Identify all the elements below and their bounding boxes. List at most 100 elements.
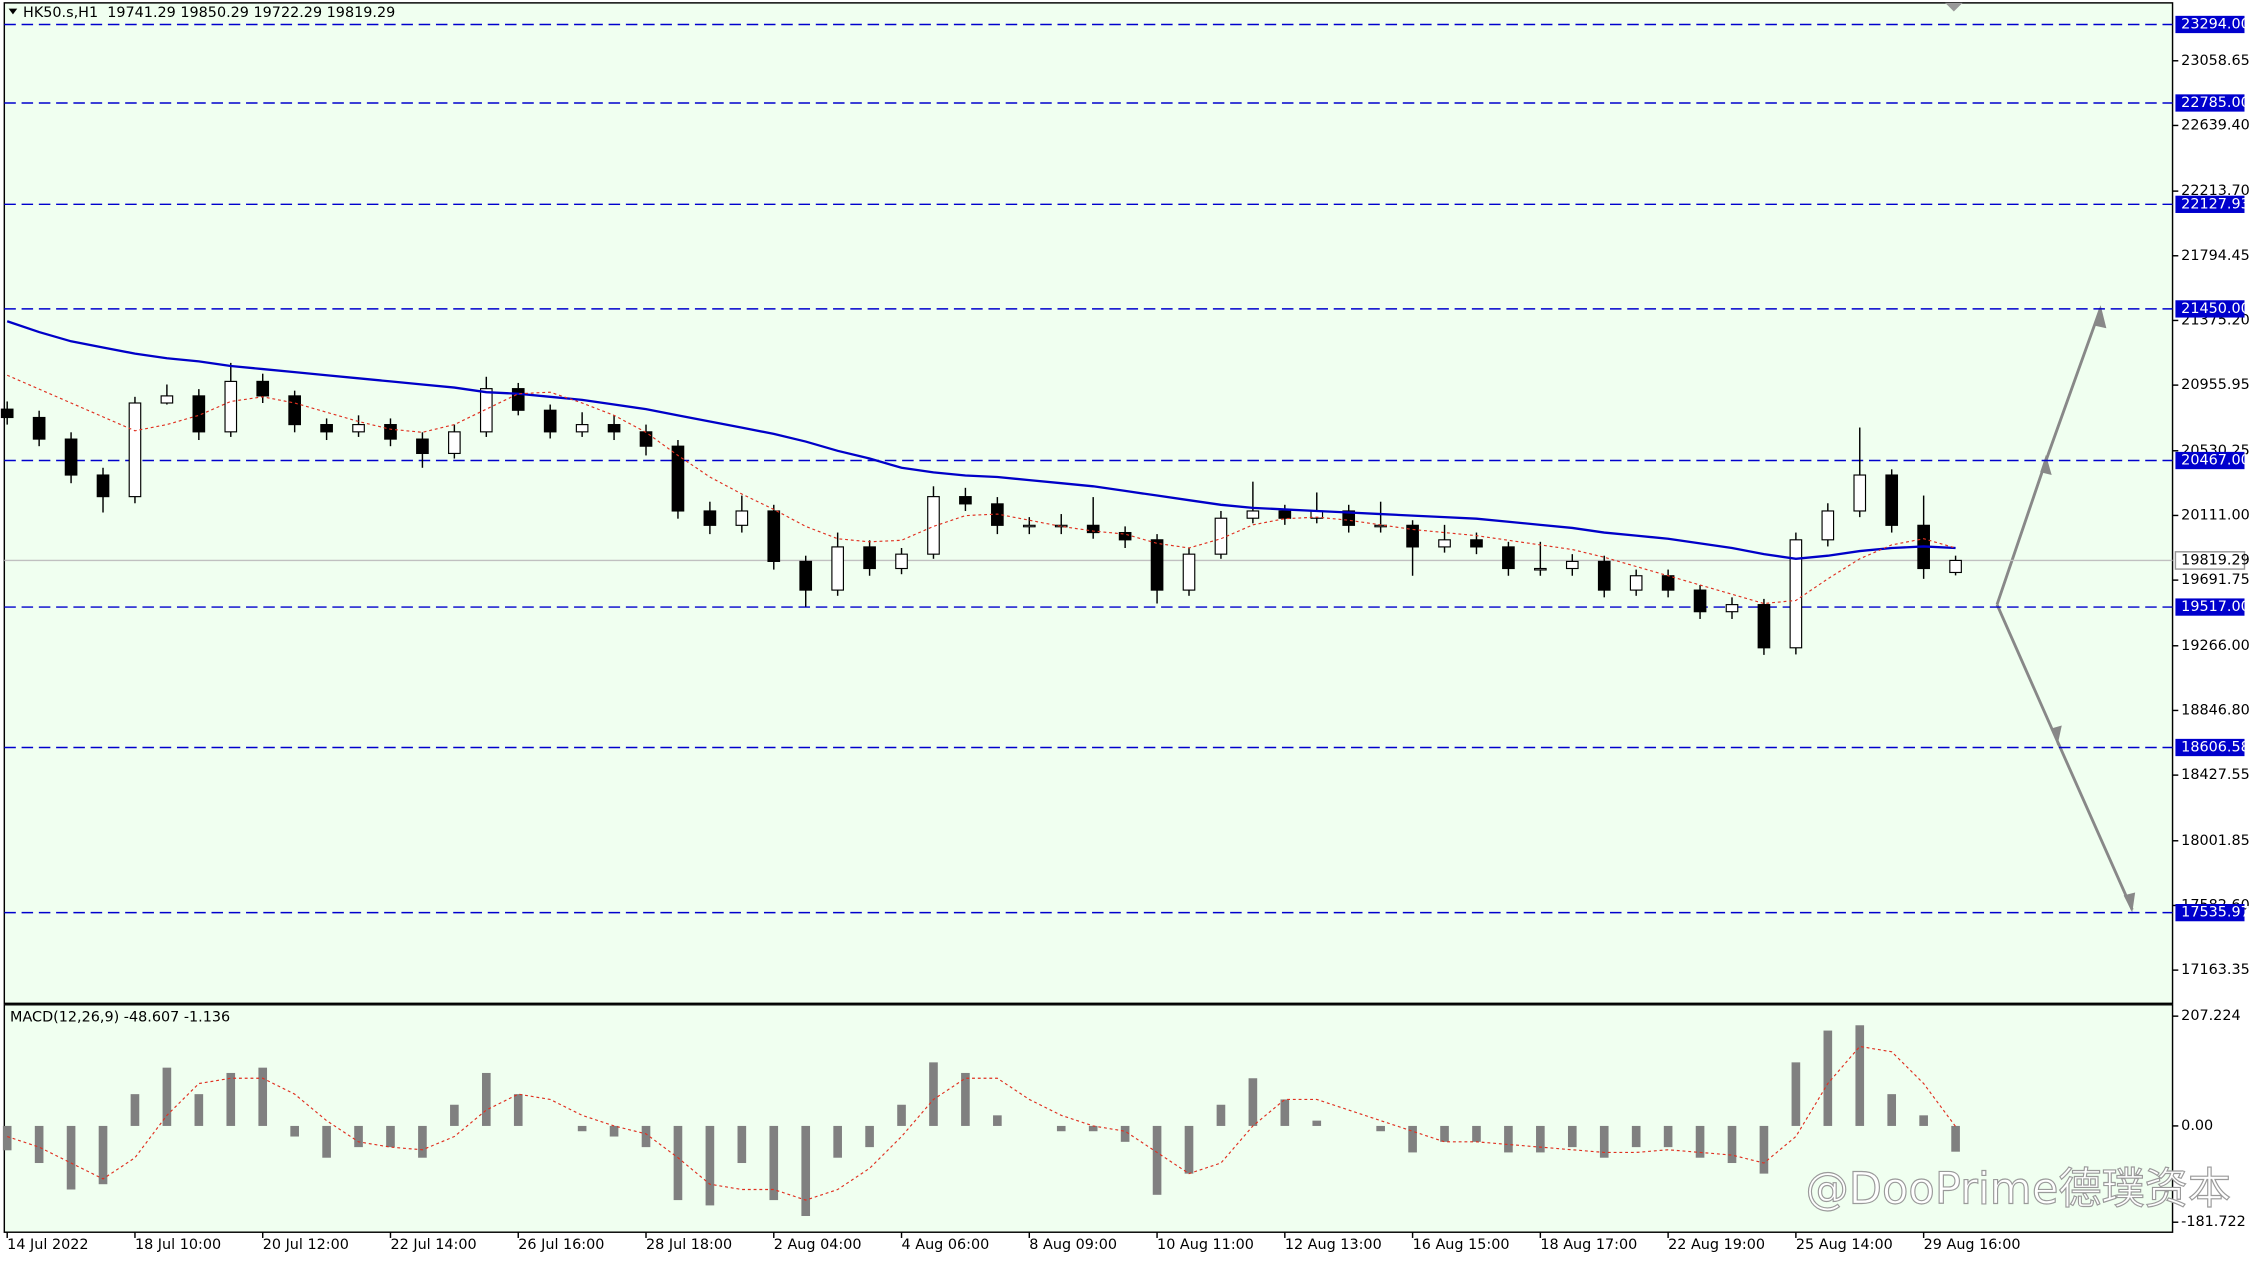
- macd-bar: [386, 1125, 395, 1148]
- macd-bar: [1823, 1030, 1833, 1126]
- x-tick-label: 14 Jul 2022: [7, 1237, 88, 1253]
- level-tag: [2175, 15, 2245, 34]
- candle-body: [96, 474, 110, 498]
- macd-bar: [322, 1125, 331, 1158]
- macd-bar: [609, 1125, 619, 1137]
- macd-bar: [1855, 1025, 1865, 1126]
- macd-bar: [513, 1094, 523, 1126]
- candle-body: [863, 546, 876, 570]
- y-tick-label: 21794.45: [2181, 248, 2250, 264]
- macd-bar: [226, 1072, 236, 1126]
- candle-body: [703, 510, 717, 526]
- candle-body: [32, 416, 46, 440]
- shift-marker: [1945, 2, 1963, 12]
- candle-body: [767, 510, 781, 562]
- macd-bar: [1919, 1115, 1928, 1126]
- candle-body: [1757, 604, 1771, 649]
- candle-body: [1214, 517, 1228, 555]
- candle-body: [607, 424, 621, 433]
- candle-body: [352, 424, 365, 433]
- y-tick-label: 20111.00: [2181, 507, 2250, 523]
- price-pane: [3, 2, 2174, 1005]
- candle-body: [959, 496, 972, 505]
- macd-bar: [1120, 1125, 1130, 1142]
- x-tick-label: 12 Aug 13:00: [1285, 1237, 1382, 1253]
- macd-bar: [1408, 1125, 1417, 1153]
- macd-bar: [130, 1094, 140, 1126]
- price-title: HK50.s,H1 19741.29 19850.29 19722.29 198…: [23, 5, 395, 21]
- current-price-tag: [2174, 551, 2246, 570]
- level-tag: [2175, 598, 2245, 616]
- macd-bar: [418, 1125, 427, 1158]
- macd-bar: [673, 1125, 683, 1201]
- macd-bar: [1472, 1125, 1481, 1142]
- macd-bar: [961, 1072, 970, 1126]
- x-tick-label: 4 Aug 06:00: [902, 1237, 990, 1253]
- level-label: 21450.00: [2181, 301, 2250, 317]
- candle-body: [192, 395, 206, 433]
- macd-bar: [769, 1125, 779, 1201]
- macd-bar: [1791, 1062, 1801, 1126]
- candle-body: [1054, 524, 1068, 528]
- macd-bar: [1088, 1125, 1098, 1132]
- candle-body: [1661, 575, 1675, 591]
- candle-body: [416, 438, 429, 455]
- y-tick-label: 22213.70: [2181, 183, 2250, 199]
- level-tag: [2175, 451, 2245, 470]
- candle-body: [1118, 531, 1132, 541]
- x-tick-label: 18 Aug 17:00: [1540, 1237, 1637, 1253]
- x-tick-label: 29 Aug 16:00: [1924, 1237, 2021, 1253]
- macd-bar: [1376, 1125, 1385, 1132]
- x-tick-label: 25 Aug 14:00: [1796, 1237, 1893, 1253]
- menu-triangle[interactable]: [8, 8, 18, 15]
- x-tick-label: 28 Jul 18:00: [646, 1237, 732, 1253]
- x-tick-label: 18 Jul 10:00: [135, 1237, 221, 1253]
- x-tick-label: 22 Aug 19:00: [1668, 1237, 1765, 1253]
- candle-body: [1693, 589, 1707, 613]
- level-label: 18606.58: [2181, 739, 2250, 755]
- candle-body: [1821, 510, 1835, 541]
- macd-bar: [1951, 1125, 1960, 1152]
- candle-body: [1534, 567, 1547, 571]
- y-tick-label: 23058.65: [2181, 53, 2250, 69]
- macd-bar: [1216, 1104, 1226, 1126]
- macd-bar: [290, 1125, 299, 1137]
- y-tick-label: 18846.80: [2181, 702, 2250, 718]
- candle-body: [1885, 474, 1899, 526]
- candle-body: [1597, 560, 1611, 591]
- y-tick-label: 19266.00: [2181, 638, 2250, 654]
- macd-bar: [1184, 1125, 1194, 1174]
- macd-bar: [1567, 1125, 1577, 1148]
- x-tick-label: 8 Aug 09:00: [1029, 1237, 1117, 1253]
- level-tag: [2175, 300, 2245, 318]
- x-tick-label: 20 Jul 12:00: [263, 1237, 349, 1253]
- level-label: 19517.00: [2181, 599, 2250, 615]
- macd-bar: [66, 1125, 76, 1190]
- candle-body: [1182, 553, 1196, 591]
- candle-body: [256, 380, 270, 397]
- macd-bar: [1599, 1125, 1609, 1158]
- candle-body: [927, 496, 940, 555]
- x-tick-label: 22 Jul 14:00: [390, 1237, 476, 1253]
- candle-body: [1246, 510, 1260, 519]
- macd-bar: [1759, 1125, 1769, 1174]
- level-tag: [2175, 195, 2245, 213]
- candle-body: [799, 560, 813, 591]
- macd-pane: [3, 1004, 2174, 1233]
- indicator-line: [6, 320, 1956, 560]
- macd-bar: [865, 1125, 874, 1148]
- watermark: @DooPrime德璞资本: [1806, 1164, 2231, 1214]
- macd-bar: [98, 1125, 108, 1185]
- macd-title: MACD(12,26,9) -48.607 -1.136: [10, 1010, 230, 1026]
- level-label: 23294.00: [2181, 16, 2250, 32]
- candle-body: [1438, 539, 1451, 548]
- candle-body: [384, 424, 397, 440]
- current-price-label: 19819.29: [2181, 552, 2250, 568]
- candle-body: [1949, 559, 1962, 574]
- macd-bar: [1887, 1094, 1897, 1126]
- macd-bar: [705, 1125, 715, 1206]
- level-label: 22785.00: [2181, 95, 2250, 111]
- candle-body: [128, 402, 142, 498]
- y-tick-label: 20955.95: [2181, 377, 2250, 393]
- candle-body: [1406, 524, 1419, 548]
